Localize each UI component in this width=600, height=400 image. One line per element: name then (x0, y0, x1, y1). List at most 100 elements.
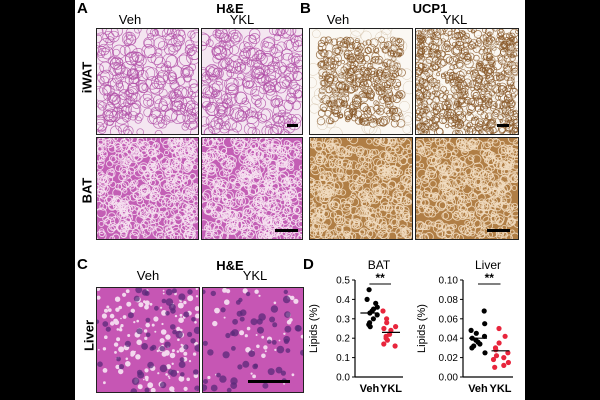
cell-outline (124, 75, 135, 85)
cell-outline (150, 218, 156, 225)
cell-outline (448, 179, 458, 189)
cell-outline (505, 50, 518, 65)
nucleus (230, 377, 238, 385)
cell-outline (233, 58, 246, 72)
nucleus (300, 349, 303, 356)
cell-outline (145, 76, 159, 90)
cell-outline (97, 63, 105, 76)
cell-outline (389, 138, 397, 144)
cell-outline (192, 138, 198, 143)
data-point (392, 343, 398, 349)
cell-outline (103, 103, 118, 118)
cell-outline (166, 199, 176, 209)
cell-outline (124, 51, 139, 66)
cell-outline (378, 228, 389, 239)
lipid-vacuole (252, 374, 256, 379)
stained-cell (463, 78, 472, 87)
scale-bar (275, 229, 298, 232)
cell-outline (192, 183, 198, 189)
stained-cell (441, 43, 451, 53)
stained-cell (417, 40, 425, 48)
cell-outline (110, 94, 117, 102)
cell-outline (416, 197, 426, 208)
stained-cell (467, 97, 476, 106)
cell-outline (250, 110, 259, 119)
cell-outline (147, 33, 155, 40)
cell-outline (250, 138, 258, 144)
data-point (393, 324, 399, 330)
cell-outline (329, 144, 340, 156)
lipid-vacuole (144, 336, 148, 340)
cell-outline (140, 149, 149, 158)
cell-outline (173, 85, 187, 99)
liver-lipids-chart: Liver Lipids (%) 0.00 0.02 0.04 0.06 0.08 0.10 V… (415, 256, 525, 400)
cell-outline (164, 226, 171, 233)
cell-outline (310, 156, 315, 162)
lipid-vacuole (291, 373, 295, 377)
cell-outline (233, 148, 240, 155)
cell-outline (416, 100, 425, 111)
cell-outline (216, 138, 225, 143)
cell-outline (243, 142, 250, 148)
cell-outline (118, 89, 130, 101)
lipid-vacuole (187, 295, 194, 302)
cell-outline (213, 105, 228, 119)
cell-outline (490, 215, 497, 222)
lipid-vacuole (110, 321, 115, 326)
cell-outline (185, 157, 195, 168)
cell-outline (478, 183, 489, 193)
cell-outline (184, 75, 192, 82)
cell-outline (425, 95, 436, 106)
cell-outline (97, 175, 108, 186)
cell-outline (202, 156, 211, 165)
cell-outline (417, 204, 427, 214)
lipid-vacuole (160, 306, 163, 309)
nucleus (191, 317, 196, 322)
cell-outline (367, 220, 376, 228)
cell-outline (281, 29, 294, 39)
cell-outline (349, 206, 359, 216)
cell-outline (430, 156, 438, 164)
data-point (381, 341, 387, 347)
cell-outline (479, 213, 490, 223)
cell-outline (291, 56, 299, 64)
data-point (482, 350, 488, 356)
cell-outline (202, 96, 211, 108)
stained-cell (416, 127, 423, 134)
data-point (364, 296, 370, 302)
cell-outline (215, 29, 224, 34)
panel-b-col-veh: Veh (326, 12, 350, 27)
nucleus (262, 382, 269, 389)
cell-outline (337, 172, 343, 178)
stained-cell (365, 46, 373, 54)
cell-outline (424, 169, 435, 180)
nucleus (183, 344, 189, 350)
cell-outline (97, 207, 107, 219)
y-axis-label: Lipids (%) (308, 304, 320, 353)
stained-cell (416, 90, 424, 100)
cell-outline (149, 190, 155, 196)
stained-cell (343, 85, 349, 91)
nucleus (271, 340, 277, 345)
cell-outline (121, 197, 129, 205)
stained-cell (470, 29, 477, 33)
cell-outline (416, 208, 421, 215)
cell-outline (99, 83, 111, 96)
cell-outline (335, 62, 345, 72)
cell-outline (161, 115, 171, 125)
nucleus (145, 317, 151, 323)
cell-outline (202, 32, 210, 47)
nucleus (130, 388, 138, 392)
cell-outline (221, 209, 229, 218)
x-tick-label: YKL (490, 383, 512, 395)
cell-outline (136, 198, 144, 206)
y-tick-label: 0.08 (439, 295, 459, 306)
stained-cell (384, 81, 392, 89)
stained-cell (458, 45, 465, 52)
stained-cell (450, 77, 460, 87)
cell-outline (315, 228, 323, 237)
cell-outline (97, 45, 107, 56)
lipid-vacuole (144, 368, 149, 373)
cell-outline (164, 230, 176, 239)
cell-outline (215, 29, 225, 39)
